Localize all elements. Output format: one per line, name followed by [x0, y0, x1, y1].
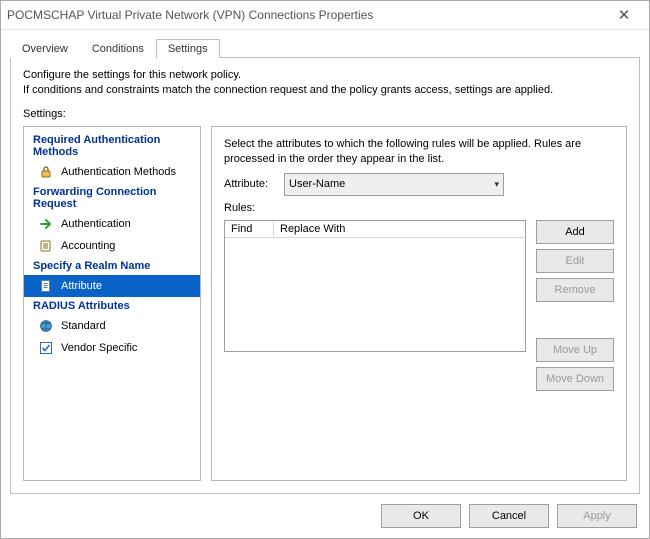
rules-buttons: Add Edit Remove Move Up Move Down — [536, 220, 614, 470]
apply-button[interactable]: Apply — [557, 504, 637, 528]
tree-label: Standard — [61, 320, 106, 332]
col-replace[interactable]: Replace With — [274, 221, 525, 237]
tree-item-accounting[interactable]: Accounting — [24, 235, 200, 257]
col-find[interactable]: Find — [225, 221, 274, 237]
cancel-button[interactable]: Cancel — [469, 504, 549, 528]
tree-label: Authentication — [61, 218, 131, 230]
tree-item-authentication[interactable]: Authentication — [24, 213, 200, 235]
arrow-right-icon — [38, 216, 54, 232]
window-title: POCMSCHAP Virtual Private Network (VPN) … — [7, 8, 605, 22]
section-realm: Specify a Realm Name — [24, 257, 200, 275]
remove-button[interactable]: Remove — [536, 278, 614, 302]
tab-overview[interactable]: Overview — [10, 39, 80, 58]
tree-item-vendor-specific[interactable]: Vendor Specific — [24, 337, 200, 359]
tree-item-attribute[interactable]: Attribute — [24, 275, 200, 297]
rules-listview[interactable]: Find Replace With — [224, 220, 526, 352]
section-radius: RADIUS Attributes — [24, 297, 200, 315]
settings-tree[interactable]: Required Authentication Methods Authenti… — [23, 126, 201, 481]
help-text: Select the attributes to which the follo… — [224, 137, 614, 167]
tree-label: Authentication Methods — [61, 166, 176, 178]
attribute-value: User-Name — [289, 178, 345, 190]
tree-label: Attribute — [61, 280, 102, 292]
move-up-button[interactable]: Move Up — [536, 338, 614, 362]
right-panel: Select the attributes to which the follo… — [211, 126, 627, 481]
tree-label: Accounting — [61, 240, 115, 252]
ok-button[interactable]: OK — [381, 504, 461, 528]
document-icon — [38, 278, 54, 294]
dialog-footer: OK Cancel Apply — [1, 494, 649, 538]
book-icon — [38, 238, 54, 254]
chevron-down-icon: ▾ — [494, 179, 499, 190]
rules-area: Find Replace With Add Edit Remove Move U… — [224, 220, 614, 470]
tab-strip: Overview Conditions Settings — [10, 36, 640, 58]
tab-conditions[interactable]: Conditions — [80, 39, 156, 58]
tree-label: Vendor Specific — [61, 342, 137, 354]
tab-settings[interactable]: Settings — [156, 39, 220, 58]
edit-button[interactable]: Edit — [536, 249, 614, 273]
section-auth-methods: Required Authentication Methods — [24, 131, 200, 161]
attribute-select[interactable]: User-Name ▾ — [284, 173, 504, 196]
section-forwarding: Forwarding Connection Request — [24, 183, 200, 213]
desc-line-2: If conditions and constraints match the … — [23, 84, 553, 96]
move-down-button[interactable]: Move Down — [536, 367, 614, 391]
close-icon[interactable]: ✕ — [605, 1, 643, 29]
description-text: Configure the settings for this network … — [23, 68, 627, 98]
tree-item-standard[interactable]: Standard — [24, 315, 200, 337]
rules-label: Rules: — [224, 202, 614, 214]
dialog-window: POCMSCHAP Virtual Private Network (VPN) … — [0, 0, 650, 539]
globe-icon — [38, 318, 54, 334]
content-area: Overview Conditions Settings Configure t… — [1, 30, 649, 494]
desc-line-1: Configure the settings for this network … — [23, 69, 241, 81]
title-bar: POCMSCHAP Virtual Private Network (VPN) … — [1, 1, 649, 30]
tab-page-settings: Configure the settings for this network … — [10, 58, 640, 494]
attribute-row: Attribute: User-Name ▾ — [224, 173, 614, 196]
add-button[interactable]: Add — [536, 220, 614, 244]
attribute-label: Attribute: — [224, 178, 274, 190]
settings-label: Settings: — [23, 108, 627, 120]
checkbox-icon — [38, 340, 54, 356]
lock-icon — [38, 164, 54, 180]
split-pane: Required Authentication Methods Authenti… — [23, 126, 627, 481]
listview-header: Find Replace With — [225, 221, 525, 238]
tree-item-auth-methods[interactable]: Authentication Methods — [24, 161, 200, 183]
spacer — [536, 307, 614, 333]
